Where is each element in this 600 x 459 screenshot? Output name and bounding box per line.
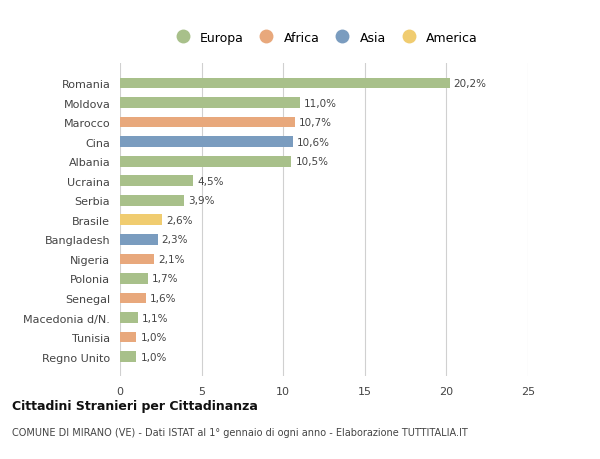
Bar [120, 235, 158, 245]
Bar [120, 137, 293, 148]
Text: 1,7%: 1,7% [152, 274, 178, 284]
Text: 1,0%: 1,0% [140, 332, 167, 342]
Bar [120, 98, 299, 109]
Text: 4,5%: 4,5% [197, 176, 224, 186]
Text: 10,5%: 10,5% [295, 157, 328, 167]
Text: 2,3%: 2,3% [161, 235, 188, 245]
Legend: Europa, Africa, Asia, America: Europa, Africa, Asia, America [165, 27, 483, 50]
Bar [120, 78, 449, 89]
Text: 2,1%: 2,1% [158, 254, 185, 264]
Text: 11,0%: 11,0% [304, 98, 337, 108]
Bar [120, 332, 136, 343]
Text: 3,9%: 3,9% [188, 196, 214, 206]
Text: 1,1%: 1,1% [142, 313, 169, 323]
Text: Cittadini Stranieri per Cittadinanza: Cittadini Stranieri per Cittadinanza [12, 399, 258, 412]
Text: 1,0%: 1,0% [140, 352, 167, 362]
Bar [120, 196, 184, 206]
Text: 2,6%: 2,6% [167, 215, 193, 225]
Text: 1,6%: 1,6% [150, 293, 176, 303]
Bar [120, 215, 163, 226]
Text: COMUNE DI MIRANO (VE) - Dati ISTAT al 1° gennaio di ogni anno - Elaborazione TUT: COMUNE DI MIRANO (VE) - Dati ISTAT al 1°… [12, 427, 468, 437]
Bar [120, 118, 295, 128]
Text: 20,2%: 20,2% [454, 79, 487, 89]
Text: 10,7%: 10,7% [299, 118, 332, 128]
Bar [120, 157, 292, 167]
Bar [120, 254, 154, 265]
Text: 10,6%: 10,6% [297, 137, 330, 147]
Bar [120, 352, 136, 362]
Bar [120, 293, 146, 304]
Bar [120, 176, 193, 187]
Bar [120, 274, 148, 284]
Bar [120, 313, 138, 323]
